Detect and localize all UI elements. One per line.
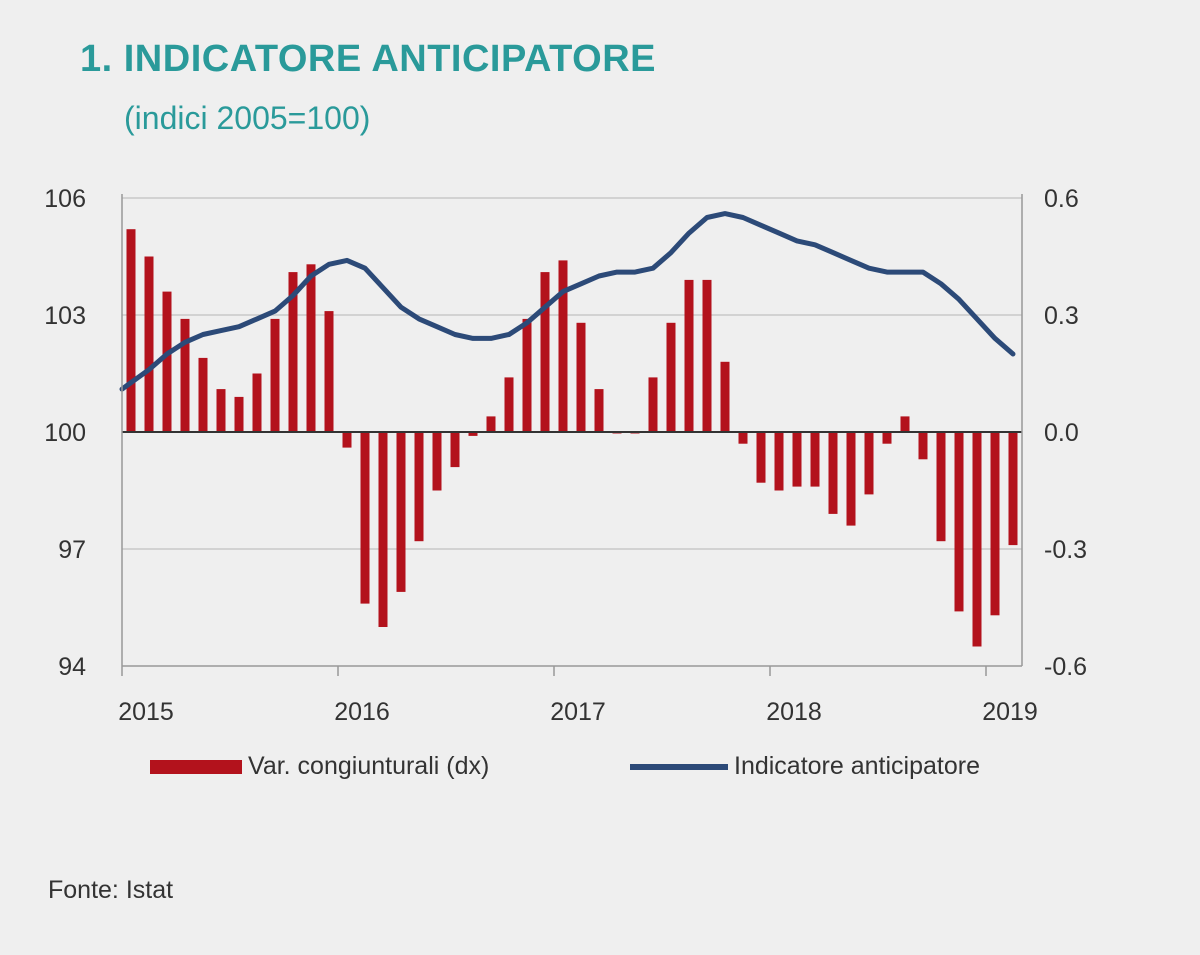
x-tick-label: 2019 [982,698,1038,726]
bar [216,389,226,432]
bar [594,389,604,432]
x-tick-label: 2017 [550,698,606,726]
legend-label-bars: Var. congiunturali (dx) [248,752,490,780]
bar-series [126,229,1018,647]
bar [954,432,964,612]
bar [576,322,586,432]
source-note: Fonte: Istat [48,876,174,904]
bar [414,432,424,542]
line-series [119,211,1016,392]
bar [810,432,820,487]
tick-labels: 94 97 100 103 106 -0.6 -0.3 0.0 0.3 0.6 2015 2016 20… [44,185,1087,726]
bar [990,432,1000,616]
bar [540,272,550,432]
bar [396,432,406,592]
bar [270,318,280,432]
bar [162,291,172,432]
bar [666,322,676,432]
legend-item-line: Indicatore anticipatore [630,752,980,781]
bar [360,432,370,604]
bar [1008,432,1018,546]
bar [720,361,730,432]
y-left-tick-label: 100 [44,419,86,447]
bar [522,318,532,432]
bar [432,432,442,491]
bar [918,432,928,460]
bar [144,256,154,432]
bar [774,432,784,491]
bar [792,432,802,487]
legend: Var. congiunturali (dx) Indicatore antic… [150,752,1050,792]
bar [702,279,712,432]
y-left-tick-label: 103 [44,302,86,330]
bar [882,432,892,444]
y-right-tick-label: 0.3 [1044,302,1079,330]
bar [486,416,496,432]
y-left-tick-label: 97 [58,536,86,564]
bar [306,264,316,432]
x-tick-label: 2016 [334,698,390,726]
chart-title: 1. INDICATORE ANTICIPATORE [80,38,657,80]
bar [252,373,262,432]
bar [864,432,874,495]
legend-swatch-bars [150,759,242,774]
legend-label-line: Indicatore anticipatore [734,752,980,780]
y-left-tick-label: 94 [58,653,86,681]
bar [504,377,514,432]
bar [126,229,136,432]
bar [198,357,208,432]
bar [900,416,910,432]
y-right-tick-label: 0.0 [1044,419,1079,447]
bar [972,432,982,647]
bar [378,432,388,627]
x-tick-label: 2018 [766,698,822,726]
bar [684,279,694,432]
bar [234,396,244,432]
bar [648,377,658,432]
legend-item-bars: Var. congiunturali (dx) [150,752,489,781]
x-tick-label: 2015 [118,698,174,726]
y-right-tick-label: -0.6 [1044,653,1087,681]
chart-subtitle: (indici 2005=100) [124,100,371,136]
bar [828,432,838,514]
bar [846,432,856,526]
bar [468,432,478,436]
bar [288,272,298,432]
bar [450,432,460,468]
bar [324,311,334,432]
y-left-tick-label: 106 [44,185,86,213]
indicator-line [119,211,1016,392]
bar [738,432,748,444]
bar [180,318,190,432]
legend-swatch-line [630,763,728,770]
axes [121,194,1023,676]
y-right-tick-label: -0.3 [1044,536,1087,564]
bar [558,260,568,432]
bar [756,432,766,483]
bar [936,432,946,542]
bar [342,432,352,448]
y-right-tick-label: 0.6 [1044,185,1079,213]
